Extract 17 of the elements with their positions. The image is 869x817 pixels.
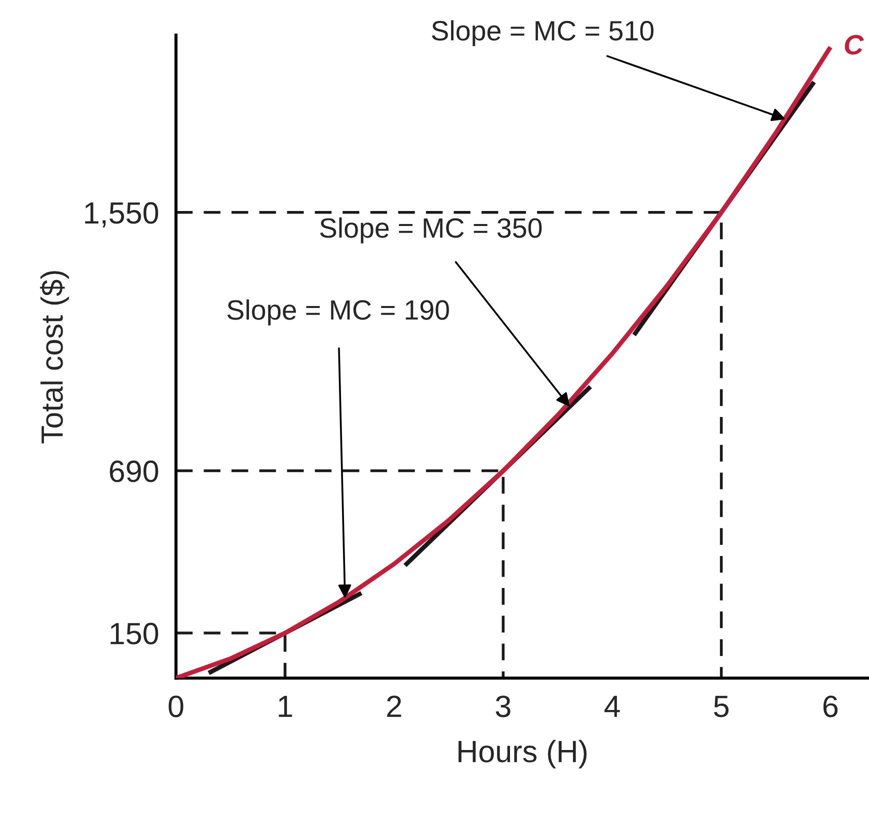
series-label: C [844,34,864,55]
x-tick-label: 3 [496,696,510,718]
x-tick-label: 1 [278,696,292,717]
x-tick-label: 4 [604,696,620,717]
annotation: Slope = MC = 190 [227,299,449,326]
annotation: Slope = MC = 510 [432,20,654,46]
line-series [176,44,833,678]
x-tick-label: 6 [823,696,838,718]
x-tick-label: 2 [387,696,402,717]
y-tick-label: 690 [110,460,158,482]
x-axis-title: Hours (H) [458,740,587,768]
x-tick-label: 0 [168,696,184,718]
y-axis-title: Total cost ($) [40,271,69,444]
x-tick-label: 5 [714,696,729,718]
y-tick-label: 1,550 [85,202,158,228]
annotation: Slope = MC = 350 [320,217,542,244]
y-tick-label: 150 [110,622,158,644]
